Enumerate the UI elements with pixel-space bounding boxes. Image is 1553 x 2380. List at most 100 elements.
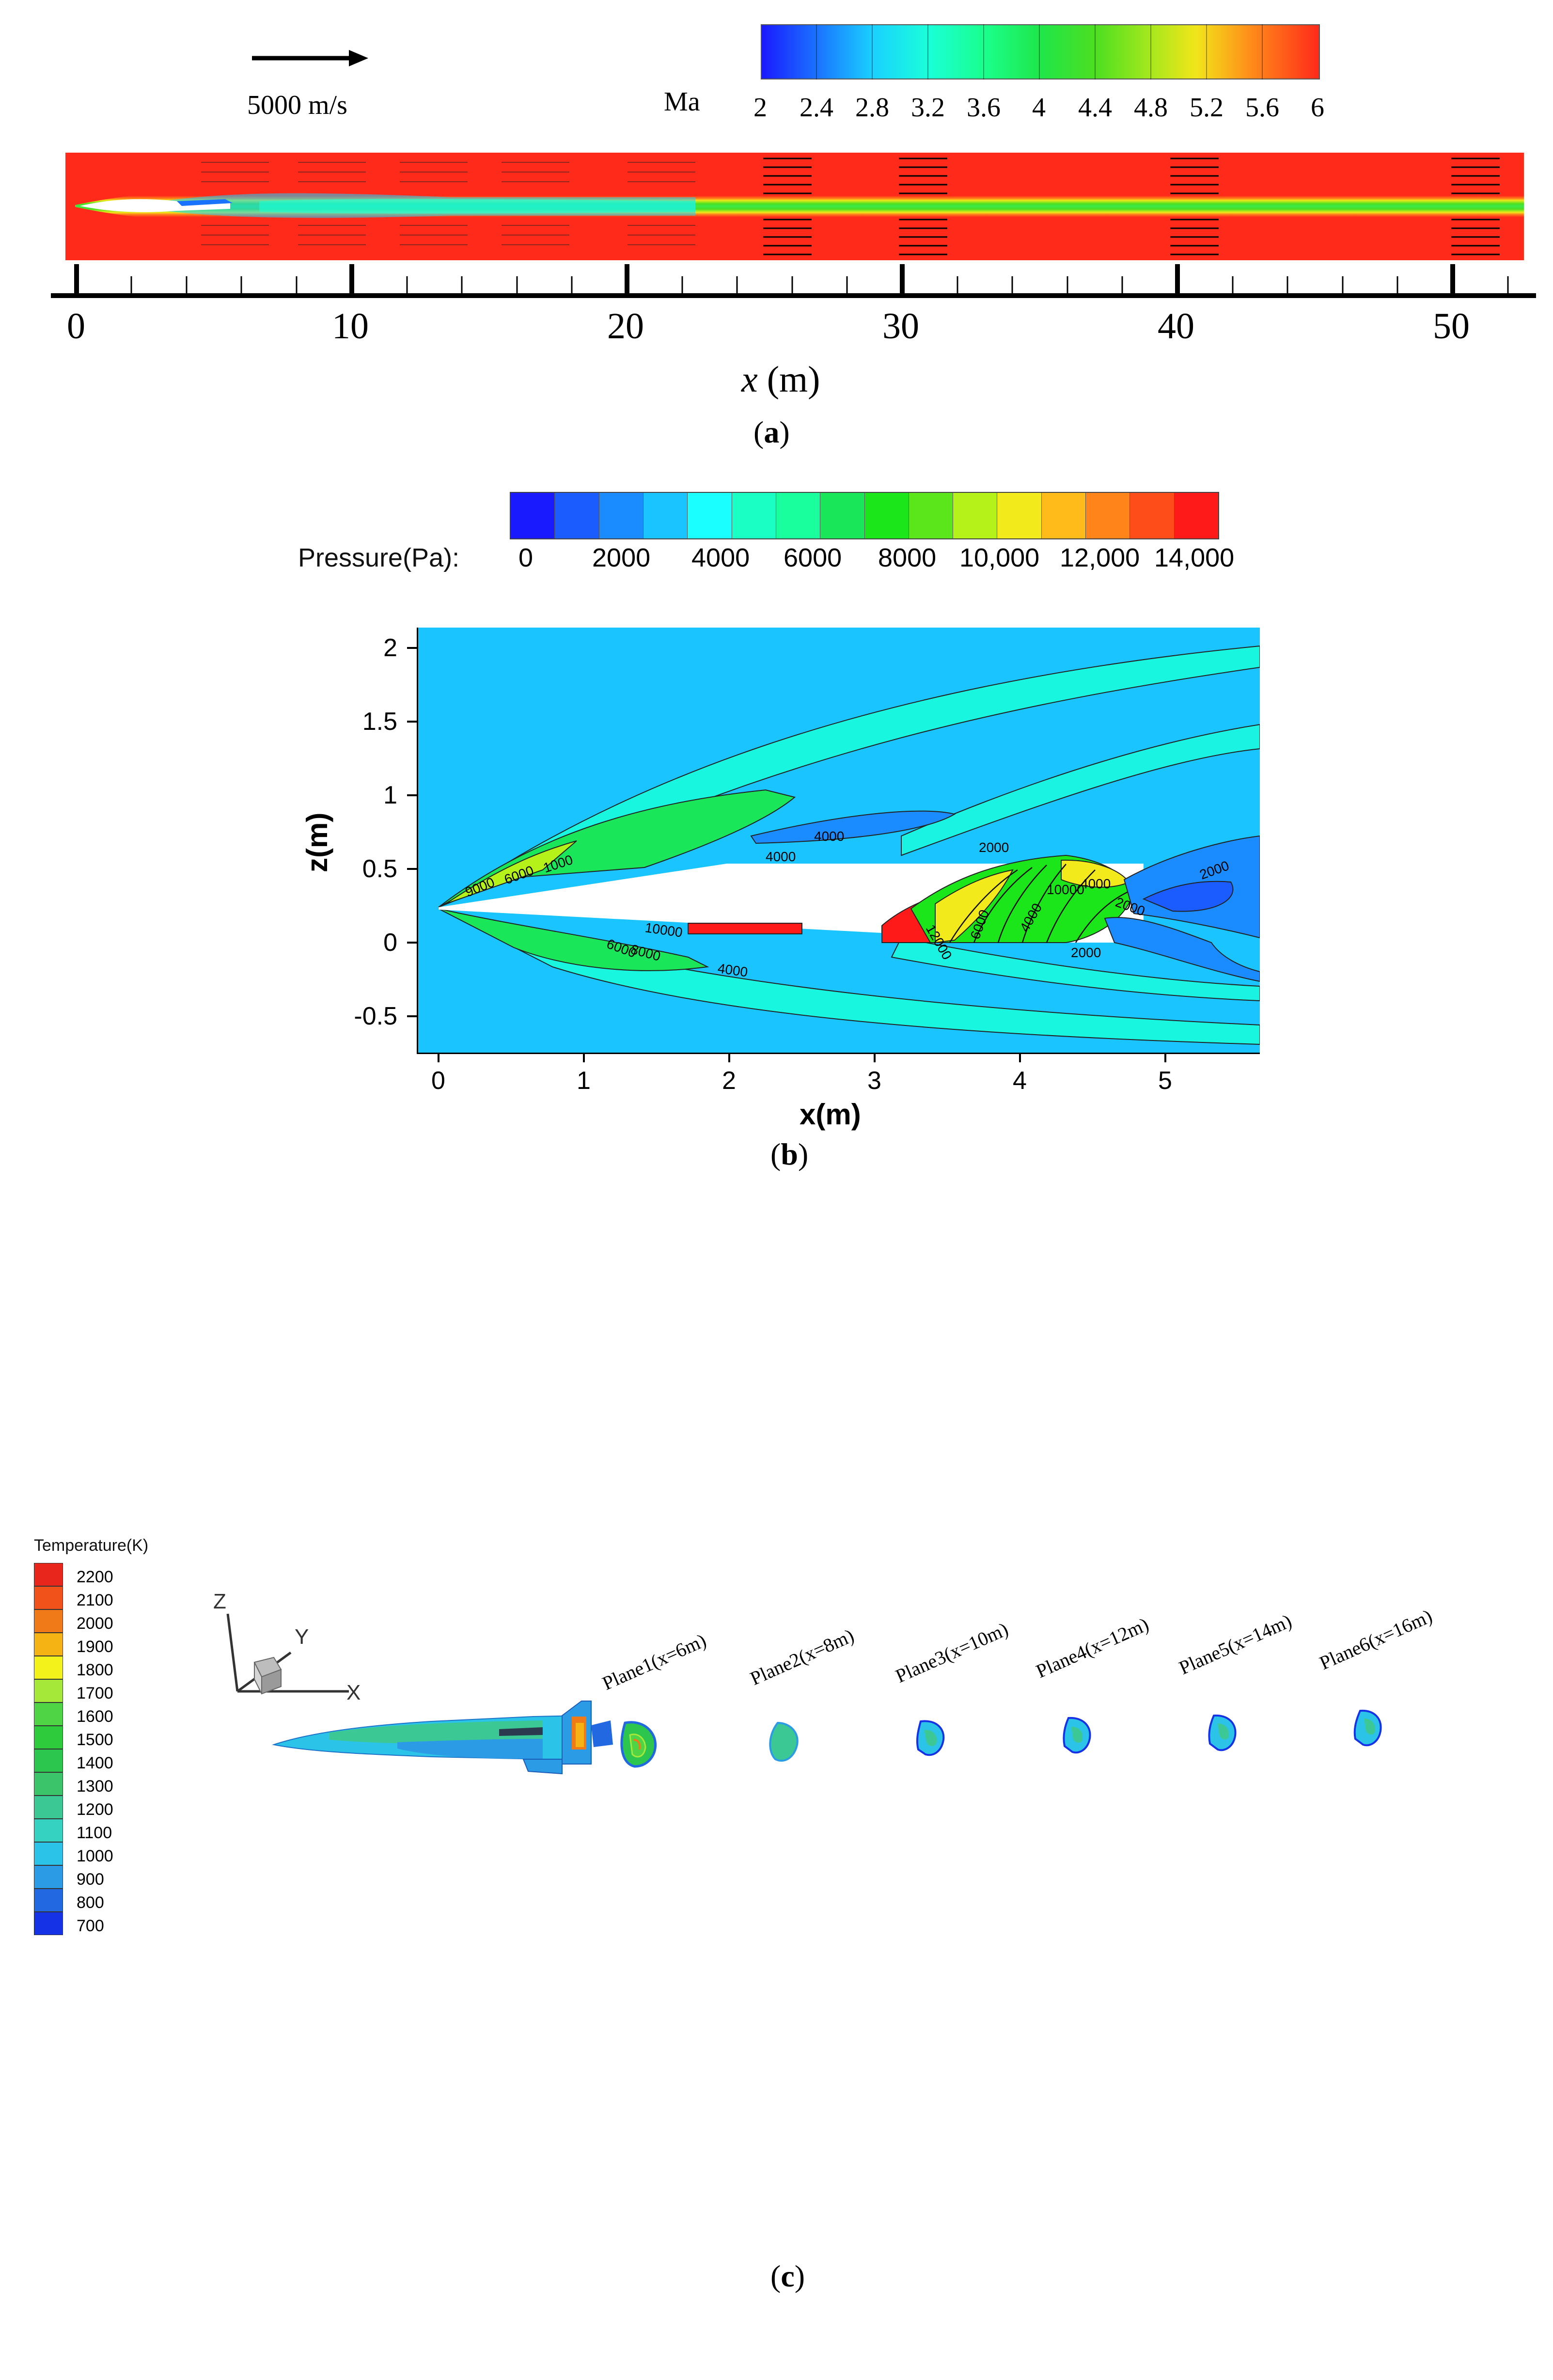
plane-label-6: Plane6(x=16m) — [1316, 1605, 1436, 1674]
ma-tick: 3.6 — [967, 93, 1001, 123]
ma-tick: 4 — [1032, 93, 1046, 123]
ma-colorbar-title: Ma — [664, 87, 700, 117]
pressure-swatch — [776, 493, 821, 538]
temperature-swatch — [34, 1702, 63, 1726]
x-tick: 2 — [722, 1067, 736, 1095]
panel-b: Pressure(Pa): 0 2000 4000 6000 8000 10,0… — [0, 465, 1553, 1212]
panel-b-z-tick-labels: 2 1.5 1 0.5 0 -0.5 — [334, 628, 397, 1064]
axis-x-label: X — [346, 1681, 361, 1704]
pressure-swatch — [909, 493, 954, 538]
temperature-swatch — [34, 1609, 63, 1633]
ma-tick: 5.2 — [1190, 93, 1224, 123]
temperature-swatch — [34, 1656, 63, 1679]
temperature-swatch — [34, 1563, 63, 1586]
pressure-colorbar — [510, 492, 1219, 539]
pressure-tick: 14,000 — [1154, 543, 1235, 572]
temperature-swatch — [34, 1865, 63, 1889]
plane-slice-2 — [769, 1721, 799, 1762]
caption-letter: b — [781, 1137, 798, 1171]
temperature-level: 2000 — [77, 1614, 113, 1633]
pressure-swatch — [820, 493, 865, 538]
pressure-swatch — [688, 493, 732, 538]
ma-tick: 5.6 — [1245, 93, 1279, 123]
pressure-swatch — [511, 493, 555, 538]
pressure-swatch — [997, 493, 1042, 538]
velocity-vectors-faint — [201, 162, 695, 245]
panel-a-caption: (a) — [753, 415, 790, 449]
plane-label-5: Plane5(x=14m) — [1176, 1609, 1295, 1679]
temperature-legend-title: Temperature(K) — [34, 1536, 149, 1555]
axis-z-label: Z — [213, 1590, 226, 1613]
ma-tick: 2 — [753, 93, 767, 123]
pressure-tick: 4000 — [691, 543, 750, 572]
z-tick: 0 — [383, 929, 397, 957]
pressure-tick: 6000 — [784, 543, 842, 572]
pressure-colorbar-title: Pressure(Pa): — [298, 543, 460, 572]
pressure-tick: 2000 — [592, 543, 651, 572]
ma-tick: 4.8 — [1134, 93, 1168, 123]
temperature-level: 1900 — [77, 1638, 113, 1656]
axis-triad — [226, 1613, 349, 1695]
temperature-level: 700 — [77, 1917, 104, 1935]
temperature-level: 1400 — [77, 1754, 113, 1772]
z-tick: 0.5 — [362, 855, 397, 883]
pressure-tick: 10,000 — [959, 543, 1040, 572]
ma-tick: 2.4 — [800, 93, 833, 123]
plane-slice-1 — [620, 1721, 657, 1768]
pressure-swatch — [599, 493, 643, 538]
pressure-tick: 8000 — [878, 543, 937, 572]
temperature-level: 1100 — [77, 1824, 112, 1842]
panel-a-x-label: x (m) — [741, 359, 820, 401]
velocity-scale-arrow — [252, 50, 368, 66]
pressure-colorbar-ticks: 0 2000 4000 6000 8000 10,000 12,000 14,0… — [510, 543, 1285, 577]
ma-colorbar — [761, 24, 1320, 79]
z-tick: 2 — [383, 634, 397, 662]
temperature-swatch — [34, 1796, 63, 1819]
temperature-level: 1700 — [77, 1684, 113, 1702]
z-tick: 1 — [383, 781, 397, 809]
temperature-legend: 2200 2100 2000 1900 1800 1700 1600 1500 … — [34, 1563, 131, 1951]
pressure-swatch — [953, 493, 998, 538]
velocity-scale-label: 5000 m/s — [247, 90, 347, 120]
x-tick: 5 — [1158, 1067, 1172, 1095]
temperature-level: 1800 — [77, 1661, 113, 1679]
z-tick: -0.5 — [354, 1002, 397, 1030]
vehicle-temperature-surface — [272, 1701, 613, 1775]
pressure-swatch — [643, 493, 688, 538]
x-tick: 4 — [1013, 1067, 1027, 1095]
x-label-unit: (m) — [757, 359, 820, 400]
panel-a-x-ticks: 0 10 20 30 40 50 — [48, 305, 1541, 349]
panel-a-x-axis — [51, 264, 1536, 298]
temperature-level: 800 — [77, 1893, 104, 1912]
temperature-swatch — [34, 1889, 63, 1912]
plane-slice-4 — [1063, 1717, 1091, 1754]
pressure-tick: 12,000 — [1060, 543, 1140, 572]
plane-label-2: Plane2(x=8m) — [747, 1624, 857, 1690]
ma-tick: 2.8 — [855, 93, 889, 123]
plane-slice-3 — [916, 1720, 945, 1756]
temperature-level: 900 — [77, 1870, 104, 1889]
panel-b-x-label: x(m) — [800, 1098, 861, 1131]
temperature-swatch — [34, 1772, 63, 1796]
panel-b-caption: (b) — [770, 1137, 809, 1171]
x-tick: 0 — [67, 306, 85, 347]
pressure-swatch — [1174, 493, 1218, 538]
ma-tick: 4.4 — [1078, 93, 1112, 123]
pressure-swatch — [732, 493, 776, 538]
temperature-swatch — [34, 1679, 63, 1702]
temperature-level: 1600 — [77, 1707, 113, 1726]
temperature-swatch — [34, 1633, 63, 1656]
panel-c-caption: (c) — [770, 2259, 805, 2293]
panel-c: Temperature(K) 2200 2100 2000 1900 1800 … — [0, 1527, 1553, 2380]
pressure-swatch — [864, 493, 909, 538]
ma-tick: 3.2 — [911, 93, 945, 123]
temperature-level: 1000 — [77, 1847, 113, 1865]
pressure-swatch — [1086, 493, 1130, 538]
z-tick: 1.5 — [362, 708, 397, 736]
temperature-level: 1500 — [77, 1731, 113, 1749]
plane-label-1: Plane1(x=6m) — [599, 1629, 709, 1695]
velocity-vectors — [763, 158, 1500, 255]
temperature-level: 2200 — [77, 1568, 113, 1586]
mach-contour-field — [65, 153, 1524, 260]
x-tick: 30 — [882, 306, 919, 347]
